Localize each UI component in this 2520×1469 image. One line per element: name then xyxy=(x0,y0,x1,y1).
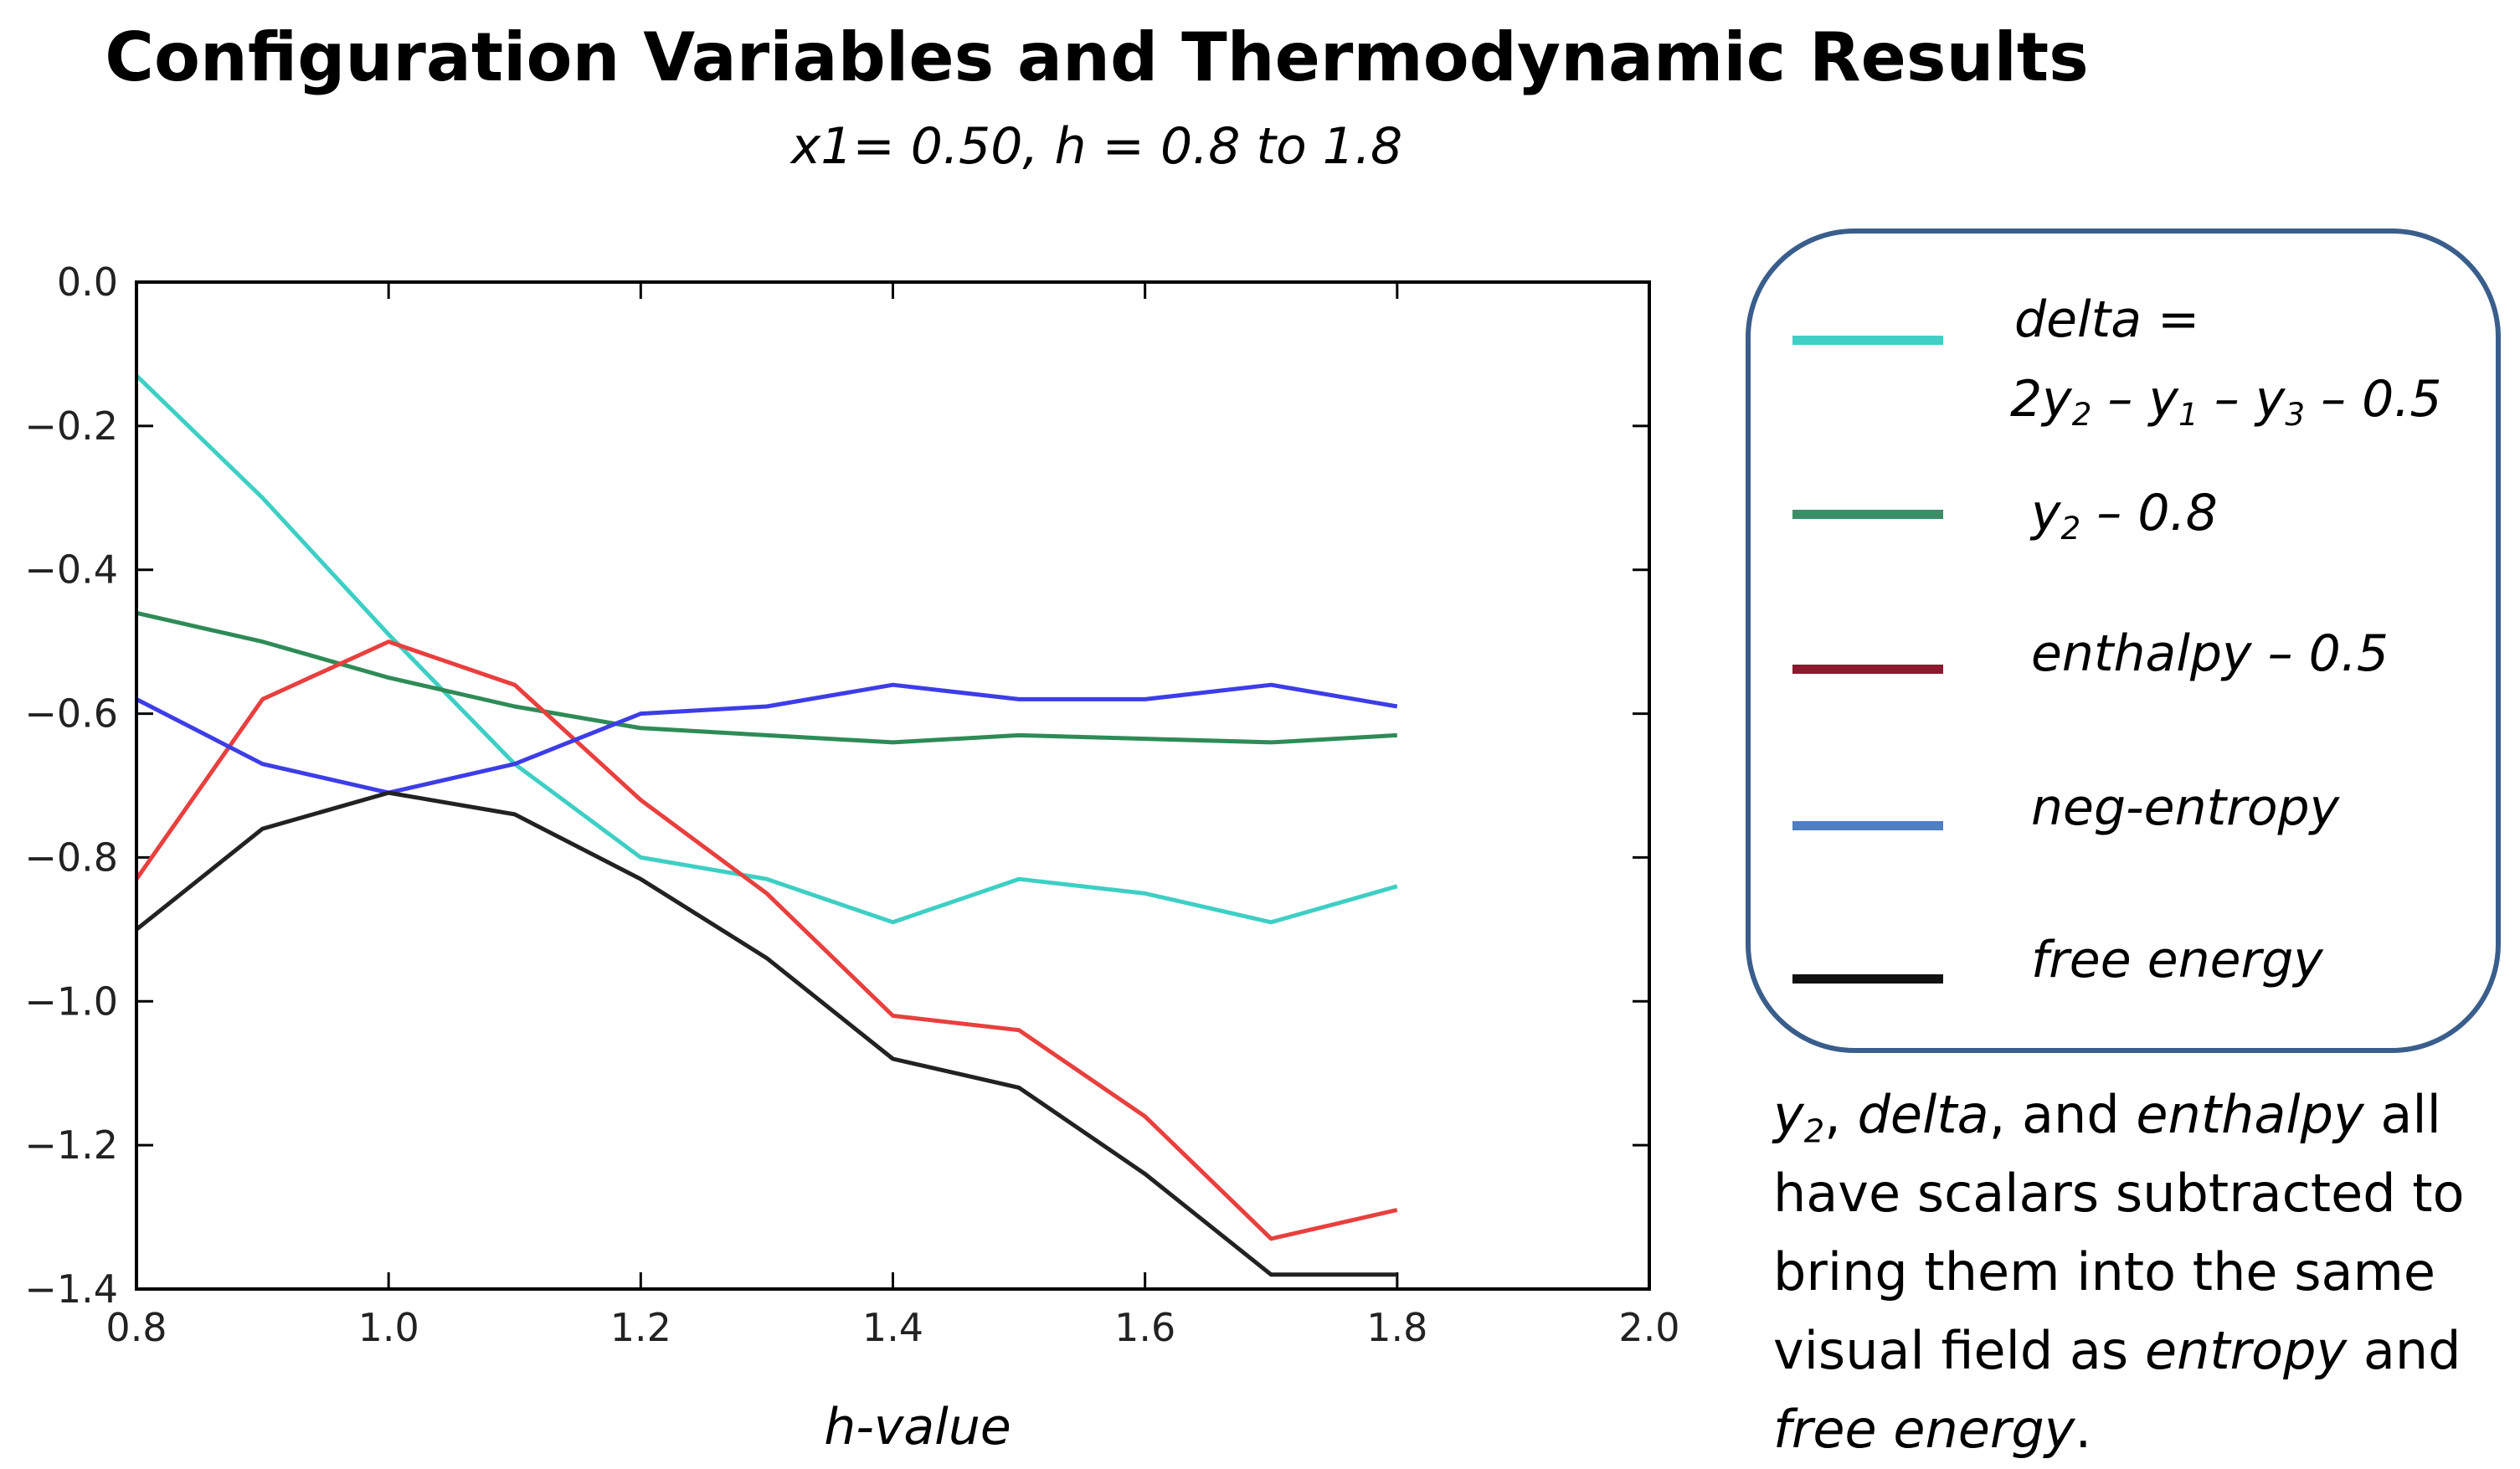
y-tick-label: −0.2 xyxy=(24,403,118,449)
legend-label-enthalpy: enthalpy – 0.5 xyxy=(2031,624,2389,683)
legend-swatch-neg-entropy xyxy=(1792,821,1943,830)
series-line-y2-0-8 xyxy=(136,610,1397,745)
legend-swatch-enthalpy xyxy=(1792,665,1943,674)
legend-swatch-y2 xyxy=(1792,510,1943,519)
x-axis-label: h-value xyxy=(824,1398,1011,1456)
y-tick-label: −1.4 xyxy=(24,1266,118,1312)
legend-label-neg-entropy: neg-entropy xyxy=(2031,778,2340,837)
x-tick-label: 1.0 xyxy=(358,1305,419,1350)
legend-swatch-delta xyxy=(1792,336,1943,345)
line-chart: 0.8 1.0 1.2 1.4 1.6 1.8 2.0 0.0 −0.2 −0.4 −0.6 −0.8… xyxy=(24,259,1679,1456)
y-tick-label: −0.6 xyxy=(24,691,118,737)
series-line-delta xyxy=(135,373,1398,925)
chart-subtitle: x1= 0.50, h = 0.8 to 1.8 xyxy=(790,117,1403,176)
x-tick-label: 1.4 xyxy=(862,1305,923,1350)
legend-label-delta-formula: 2y2 – y1 – y3 – 0.5 xyxy=(2010,370,2442,434)
x-tick-label: 2.0 xyxy=(1618,1305,1679,1350)
series-line-neg-entropy xyxy=(135,682,1398,795)
legend-label-y2: y2 – 0.8 xyxy=(2031,484,2218,547)
legend-swatch-free-energy xyxy=(1792,974,1943,984)
x-tick-label: 1.6 xyxy=(1114,1305,1175,1350)
y-tick-label: −1.0 xyxy=(24,978,118,1024)
explanatory-note: y2, delta, and enthalpy all have scalars… xyxy=(1773,1084,2465,1460)
legend-label-free-energy: free energy xyxy=(2031,931,2323,989)
legend: delta = 2y2 – y1 – y3 – 0.5 y2 – 0.8 ent… xyxy=(1746,229,2501,1053)
x-tick-label: 1.8 xyxy=(1366,1305,1427,1350)
x-tick-label: 1.2 xyxy=(610,1305,671,1350)
y-tick-label: −0.4 xyxy=(24,547,118,593)
series-line-free-energy xyxy=(135,790,1397,1277)
y-tick-label: −0.8 xyxy=(24,835,118,880)
y-tick-label: −1.2 xyxy=(24,1122,118,1168)
legend-label-delta: delta = xyxy=(2014,290,2199,350)
chart-title: Configuration Variables and Thermodynami… xyxy=(105,18,2089,96)
plot-frame xyxy=(135,280,1651,1291)
y-tick-label: 0.0 xyxy=(57,259,118,305)
x-tick-label: 0.8 xyxy=(105,1305,167,1350)
series-line-enthalpy-0-5 xyxy=(134,639,1398,1241)
legend-label-delta-line1: delta = xyxy=(2014,290,2200,349)
